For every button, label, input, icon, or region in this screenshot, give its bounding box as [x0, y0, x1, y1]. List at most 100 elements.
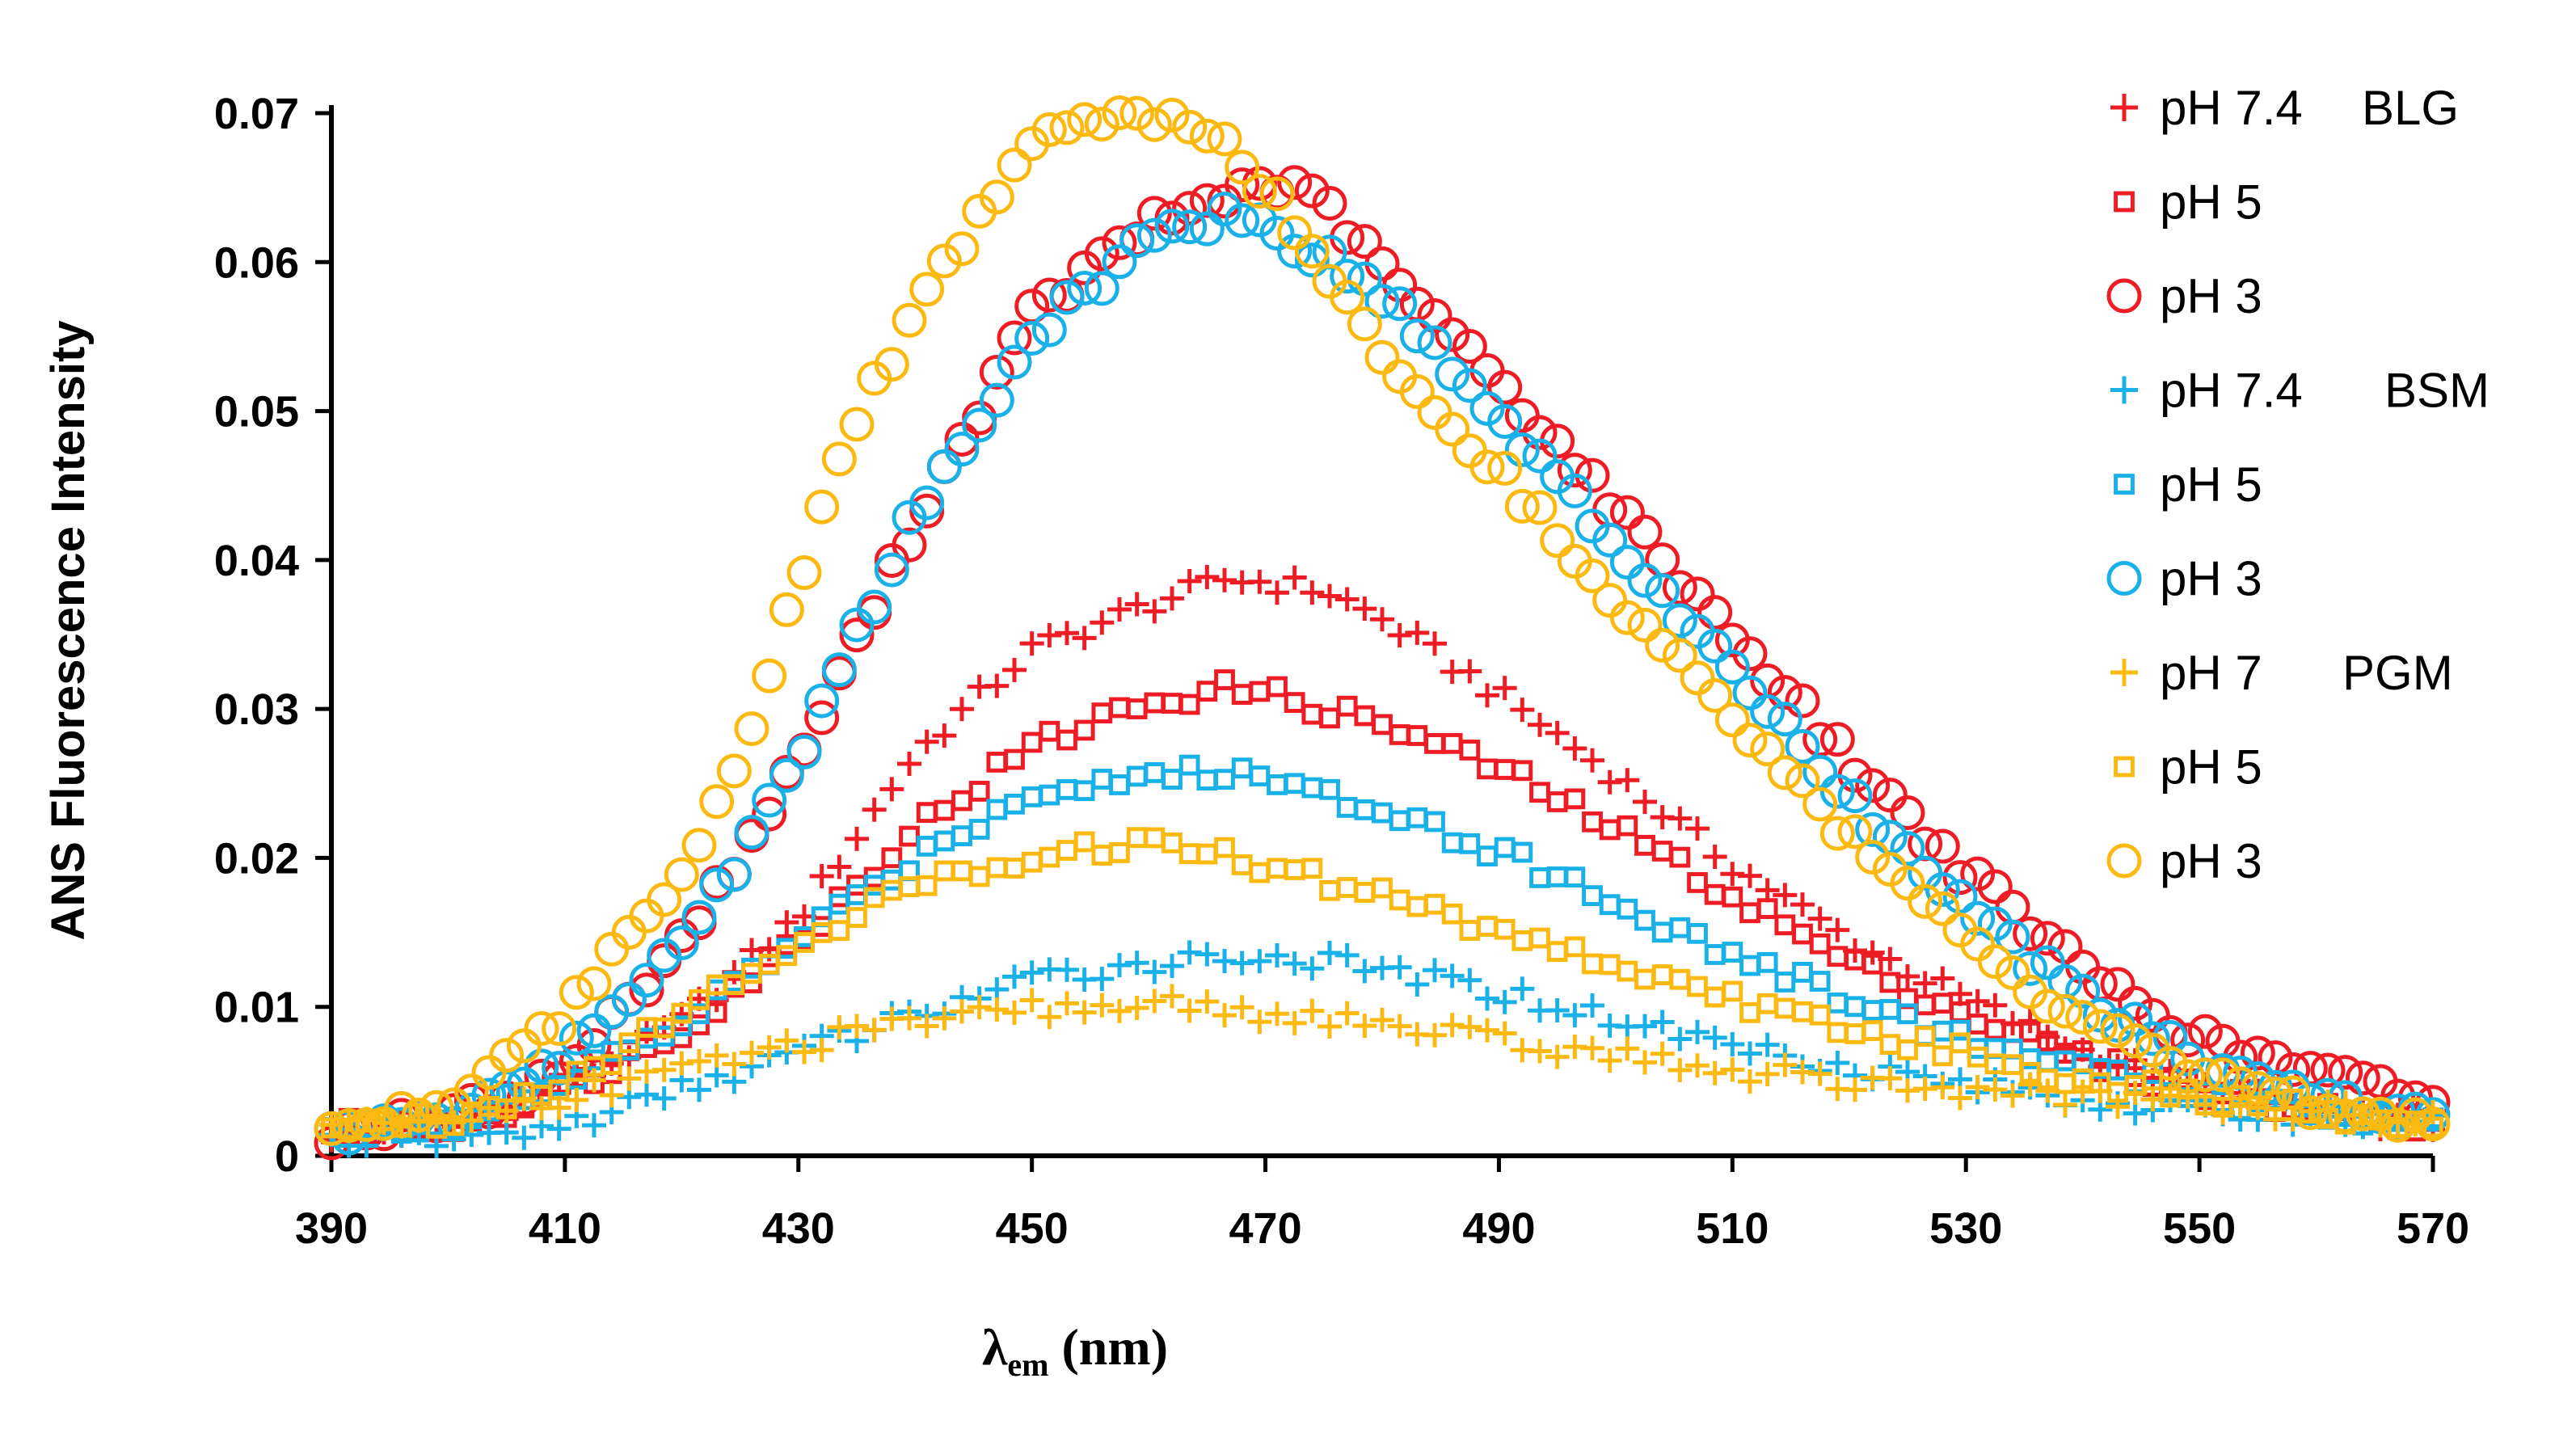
data-point — [2187, 1014, 2223, 1049]
data-point — [1492, 989, 1517, 1014]
data-point — [997, 320, 1032, 356]
data-point — [1827, 1022, 1849, 1043]
data-point — [576, 1028, 612, 1064]
data-point — [1195, 942, 1220, 967]
y-tick-label: 0.03 — [214, 685, 299, 734]
data-point — [809, 863, 834, 888]
data-point — [1189, 211, 1225, 247]
data-point — [1592, 583, 1628, 618]
data-point — [1300, 580, 1325, 605]
data-point — [1336, 877, 1358, 898]
data-point — [1487, 450, 1523, 486]
legend-label: pH 7.4 — [2160, 364, 2303, 418]
data-point — [1354, 799, 1376, 820]
data-point — [1452, 329, 1487, 365]
data-point — [1090, 993, 1115, 1018]
data-point — [1720, 1057, 1745, 1082]
data-point — [2030, 988, 2065, 1024]
data-point — [2013, 916, 2048, 951]
legend-marker-circle — [2106, 278, 2142, 314]
data-point — [1580, 748, 1604, 773]
data-point — [1545, 1044, 1570, 1069]
legend-marker-square — [2114, 191, 2135, 213]
data-point — [1494, 918, 1516, 940]
data-point — [524, 1010, 559, 1046]
data-point — [1021, 731, 1043, 753]
data-point — [1002, 964, 1027, 989]
data-point — [1827, 992, 1849, 1014]
data-point — [1107, 597, 1132, 622]
data-point — [857, 589, 892, 625]
data-point — [1582, 811, 1603, 833]
data-point — [1102, 225, 1137, 260]
data-point — [1019, 960, 1044, 985]
data-point — [962, 407, 997, 443]
data-point — [1144, 692, 1166, 714]
data-point — [1423, 631, 1447, 656]
data-point — [1697, 628, 1733, 664]
data-point — [1685, 1053, 1710, 1078]
data-point — [1662, 603, 1697, 639]
data-point — [914, 1014, 939, 1039]
data-point — [1265, 943, 1289, 968]
legend-item: pH 3 — [2106, 834, 2262, 888]
data-point — [839, 407, 875, 442]
data-point — [1651, 841, 1673, 862]
data-point — [1109, 697, 1130, 719]
data-point — [1178, 843, 1200, 865]
data-point — [986, 857, 1008, 879]
data-point — [874, 347, 909, 382]
data-point — [1090, 610, 1115, 635]
data-point — [1126, 827, 1148, 849]
data-point — [2240, 1035, 2275, 1071]
data-point — [1738, 863, 1762, 888]
data-point — [1528, 1039, 1552, 1064]
data-point — [611, 914, 647, 950]
data-point — [1277, 215, 1313, 251]
data-point — [997, 344, 1032, 380]
data-point — [1039, 720, 1060, 742]
data-point — [1861, 1020, 1883, 1042]
data-point — [1960, 926, 1996, 962]
data-point — [1126, 765, 1148, 787]
data-point — [1995, 919, 2030, 955]
data-point — [1511, 841, 1533, 863]
series-9 — [314, 95, 2451, 1146]
data-point — [1599, 819, 1621, 841]
data-point — [559, 1020, 594, 1056]
data-point — [1580, 993, 1604, 1018]
data-point — [1364, 284, 1400, 319]
data-point — [1634, 834, 1655, 856]
data-point — [1259, 176, 1295, 212]
data-point — [1845, 1023, 1866, 1044]
data-point — [512, 1125, 537, 1150]
data-point — [809, 1038, 834, 1063]
data-point — [804, 683, 840, 719]
data-point — [1452, 433, 1487, 469]
data-point — [804, 489, 840, 525]
data-point — [689, 1014, 710, 1035]
data-point — [611, 982, 647, 1018]
data-point — [2100, 1013, 2135, 1048]
data-point — [1162, 693, 1183, 714]
data-point — [1557, 473, 1592, 508]
y-tick-label: 0.01 — [214, 984, 299, 1032]
data-point — [1109, 842, 1130, 863]
data-point — [1144, 827, 1166, 849]
data-point — [1347, 306, 1382, 342]
data-point — [1714, 702, 1750, 738]
data-point — [1540, 523, 1575, 559]
data-point — [1265, 1001, 1289, 1026]
data-point — [1178, 754, 1200, 776]
data-point — [1855, 768, 1891, 803]
data-point — [1405, 620, 1430, 645]
data-point — [1790, 892, 1815, 917]
data-point — [1249, 862, 1271, 883]
data-point — [1662, 570, 1697, 605]
data-point — [944, 432, 980, 467]
data-point — [1492, 1021, 1517, 1046]
legend-item: pH 5 — [2114, 457, 2262, 512]
legend-marker-plus — [2110, 376, 2138, 404]
data-point — [1330, 280, 1365, 315]
data-point — [1160, 984, 1184, 1009]
